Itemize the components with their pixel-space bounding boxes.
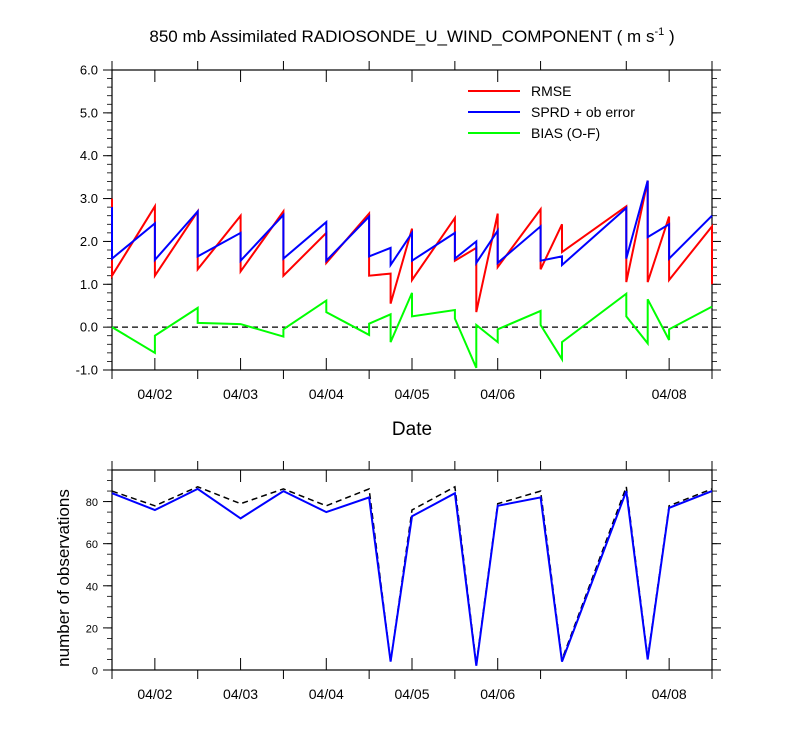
legend-label: RMSE bbox=[531, 83, 571, 99]
chart-title-exponent: -1 bbox=[654, 26, 664, 38]
x-tick-label: 04/08 bbox=[652, 386, 687, 402]
legend-label: BIAS (O-F) bbox=[531, 125, 600, 141]
x-tick-label: 04/04 bbox=[309, 686, 344, 702]
top-x-axis-label: Date bbox=[392, 419, 432, 440]
series-line-observations-possible bbox=[111, 485, 713, 664]
chart-title: 850 mb Assimilated RADIOSONDE_U_WIND_COM… bbox=[149, 26, 674, 46]
series-line-sprd-ob-error bbox=[111, 180, 713, 269]
y-tick-label: 4.0 bbox=[80, 148, 98, 163]
y-tick-label: 20 bbox=[86, 623, 98, 635]
x-tick-label: 04/03 bbox=[223, 386, 258, 402]
x-tick-label: 04/05 bbox=[394, 686, 429, 702]
y-tick-label: 0.0 bbox=[80, 320, 98, 335]
series-line-bias-o-f bbox=[111, 291, 713, 369]
y-tick-label: 80 bbox=[86, 497, 98, 509]
y-tick-label: 3.0 bbox=[80, 191, 98, 206]
x-tick-label: 04/04 bbox=[309, 386, 344, 402]
x-tick-label: 04/02 bbox=[137, 386, 172, 402]
bottom-y-axis-label: number of observations bbox=[54, 489, 73, 667]
y-tick-label: 0 bbox=[92, 666, 98, 678]
legend: RMSE SPRD + ob error BIAS (O-F) bbox=[468, 83, 635, 141]
y-tick-label: -1.0 bbox=[76, 363, 98, 378]
y-tick-label: 40 bbox=[86, 581, 98, 593]
x-tick-label: 04/02 bbox=[137, 686, 172, 702]
series-line-rmse bbox=[111, 180, 713, 313]
y-tick-label: 1.0 bbox=[80, 277, 98, 292]
y-tick-label: 5.0 bbox=[80, 105, 98, 120]
y-tick-label: 2.0 bbox=[80, 234, 98, 249]
y-tick-label: 60 bbox=[86, 539, 98, 551]
y-tick-label: 6.0 bbox=[80, 63, 98, 78]
chart-title-text: 850 mb Assimilated RADIOSONDE_U_WIND_COM… bbox=[149, 27, 654, 46]
x-tick-label: 04/03 bbox=[223, 686, 258, 702]
legend-label: SPRD + ob error bbox=[531, 104, 635, 120]
bottom-plot-area: 0 20 40 60 80 04/02 04/03 04/04 04/05 04/06 04/08 bbox=[86, 461, 721, 702]
series-line-observations-assimilated bbox=[111, 487, 713, 666]
top-plot-area: -1.0 0.0 1.0 2.0 3.0 4.0 5.0 6.0 04/02 04/03 04/04… bbox=[76, 61, 721, 402]
x-tick-label: 04/06 bbox=[480, 686, 515, 702]
x-tick-label: 04/06 bbox=[480, 386, 515, 402]
x-tick-label: 04/08 bbox=[652, 686, 687, 702]
x-tick-label: 04/05 bbox=[394, 386, 429, 402]
svg-text:850 mb Assimilated RADIOSONDE_: 850 mb Assimilated RADIOSONDE_U_WIND_COM… bbox=[149, 26, 674, 46]
chart-title-suffix: ) bbox=[664, 27, 674, 46]
